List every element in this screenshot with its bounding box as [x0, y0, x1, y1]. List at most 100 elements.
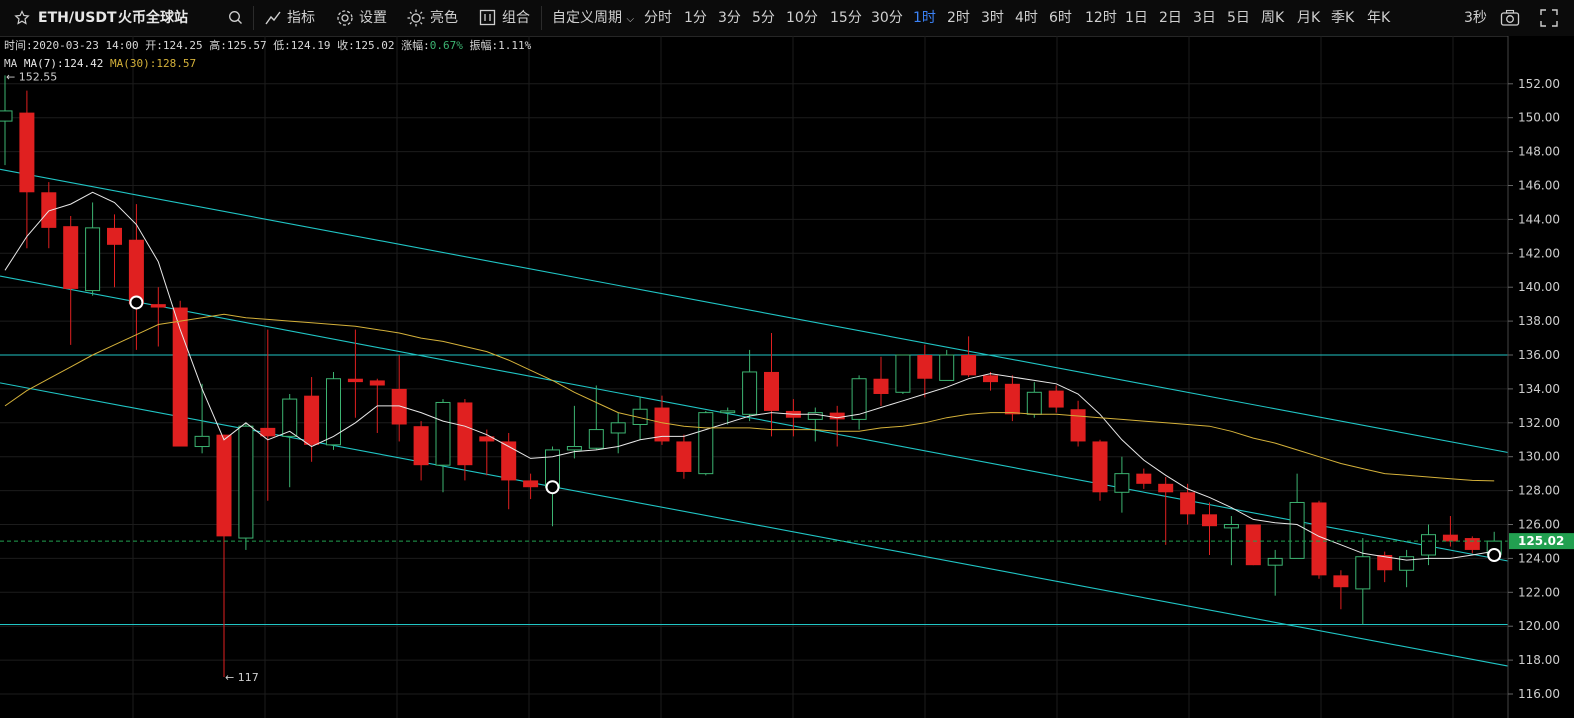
search-icon[interactable]: [228, 10, 243, 29]
candlestick-chart[interactable]: ← 152.55 ← 117 116.00 118.00 120.00 122.00 12…: [0, 36, 1574, 718]
candle-body-2: [41, 192, 57, 228]
settings-button[interactable]: 设置: [359, 10, 387, 26]
candle-body-63: [1377, 555, 1393, 571]
candle-body-58: [1267, 557, 1283, 566]
moving-average-lines: [0, 191, 1508, 561]
chart-toolbar: ETH/USDT 火币全球站 指标 设置 亮色 组合 自定义周期 ⌵ 分时 1分 3…: [0, 0, 1574, 37]
period-tab-0[interactable]: 分时: [644, 10, 672, 26]
candle-body-0: [0, 110, 13, 122]
candle-body-21: [457, 402, 473, 466]
ma7-line: [4, 191, 1495, 561]
candle-body-48: [1048, 390, 1064, 408]
period-tab-19[interactable]: 季K: [1331, 10, 1355, 26]
candle-body-1: [19, 112, 35, 193]
custom-period-dropdown[interactable]: 自定义周期 ⌵: [552, 0, 634, 36]
candle-body-43: [939, 354, 955, 381]
price-tick-label: 152.00: [1518, 77, 1560, 91]
exchange-label[interactable]: 火币全球站: [118, 10, 188, 26]
ohlc-info-bar: 时间:2020-03-23 14:00 开:124.25 高:125.57 低:…: [4, 38, 532, 70]
trend-line-0: [0, 168, 1509, 454]
period-tab-13[interactable]: 1日: [1125, 10, 1148, 26]
period-tab-16[interactable]: 5日: [1227, 10, 1250, 26]
candle-body-54: [1180, 492, 1196, 515]
candle-body-67: [1464, 538, 1480, 550]
indicator-button[interactable]: 指标: [287, 10, 315, 26]
candle-body-29: [632, 408, 648, 425]
candle-body-16: [347, 378, 363, 383]
fullscreen-icon[interactable]: [1540, 9, 1558, 31]
theme-sun-icon[interactable]: [407, 9, 425, 31]
settings-gear-icon[interactable]: [336, 9, 354, 31]
refresh-interval[interactable]: 3秒: [1464, 10, 1487, 26]
theme-button[interactable]: 亮色: [430, 10, 458, 26]
price-tick-label: 148.00: [1518, 145, 1560, 159]
period-tab-10[interactable]: 4时: [1015, 10, 1038, 26]
candle-body-31: [676, 441, 692, 472]
price-tick-label: 150.00: [1518, 111, 1560, 125]
price-tick-label: 140.00: [1518, 280, 1560, 294]
candle-body-23: [501, 441, 517, 481]
price-tick-label: 118.00: [1518, 653, 1560, 667]
max-price-marker: ← 152.55: [6, 70, 57, 83]
candle-body-14: [304, 395, 320, 445]
period-tab-7[interactable]: 1时: [913, 10, 936, 26]
period-tab-15[interactable]: 3日: [1193, 10, 1216, 26]
period-tab-6[interactable]: 30分: [871, 10, 903, 26]
chevron-down-icon: ⌵: [626, 14, 635, 25]
candle-body-34: [742, 371, 758, 415]
price-tick-label: 128.00: [1518, 484, 1560, 498]
price-tick-label: 116.00: [1518, 687, 1560, 701]
period-tab-1[interactable]: 1分: [684, 10, 707, 26]
candle-body-30: [654, 407, 670, 442]
ma30-line: [4, 313, 1495, 482]
candle-body-42: [917, 355, 933, 379]
period-tab-4[interactable]: 10分: [786, 10, 818, 26]
candle-body-62: [1355, 556, 1371, 590]
candle-body-17: [369, 380, 385, 386]
candle-body-5: [107, 227, 122, 245]
symbol-label[interactable]: ETH/USDT: [38, 10, 117, 26]
combo-button[interactable]: 组合: [502, 10, 530, 26]
candle-body-24: [523, 480, 539, 488]
favorite-star-icon[interactable]: [14, 10, 30, 30]
candle-body-9: [194, 435, 210, 448]
candle-body-66: [1442, 534, 1458, 542]
candle-body-50: [1092, 441, 1108, 493]
drawing-anchor-0: [129, 295, 144, 310]
candle-body-52: [1136, 473, 1152, 484]
period-tab-3[interactable]: 5分: [752, 10, 775, 26]
price-tick-label: 142.00: [1518, 246, 1560, 260]
candle-body-56: [1223, 524, 1239, 529]
ohlc-info-text: 时间:2020-03-23 14:00 开:124.25 高:125.57 低:…: [4, 38, 532, 52]
ma-legend-text: MA MA(7):124.42 MA(30):128.57: [4, 57, 196, 70]
period-tab-2[interactable]: 3分: [718, 10, 741, 26]
candle-body-47: [1026, 391, 1042, 415]
candle-body-60: [1311, 502, 1327, 576]
period-tab-11[interactable]: 6时: [1049, 10, 1072, 26]
candle-body-15: [326, 378, 341, 446]
candle-body-22: [479, 436, 495, 442]
candle-body-55: [1202, 514, 1217, 527]
period-tab-18[interactable]: 月K: [1297, 10, 1321, 26]
camera-icon[interactable]: [1500, 9, 1520, 31]
last-price-label: 125.02: [1518, 534, 1564, 548]
candle-body-28: [610, 422, 626, 434]
period-tab-17[interactable]: 周K: [1261, 10, 1285, 26]
candle-body-20: [435, 401, 451, 466]
period-tab-5[interactable]: 15分: [830, 10, 862, 26]
period-tab-8[interactable]: 2时: [947, 10, 970, 26]
candle-body-32: [698, 412, 714, 475]
indicator-icon[interactable]: [264, 9, 282, 31]
candle-body-26: [566, 446, 582, 451]
candle-body-33: [720, 410, 736, 414]
period-tab-20[interactable]: 年K: [1367, 10, 1391, 26]
price-tick-label: 130.00: [1518, 450, 1560, 464]
period-tab-12[interactable]: 12时: [1085, 10, 1117, 26]
candle-body-51: [1114, 473, 1130, 493]
candle-body-49: [1070, 409, 1086, 442]
period-tab-14[interactable]: 2日: [1159, 10, 1182, 26]
period-tab-9[interactable]: 3时: [981, 10, 1004, 26]
price-tick-label: 146.00: [1518, 179, 1560, 193]
price-axis: 116.00 118.00 120.00 122.00 124.00 126.00 128.…: [1507, 36, 1574, 718]
combo-layout-icon[interactable]: [479, 9, 496, 30]
